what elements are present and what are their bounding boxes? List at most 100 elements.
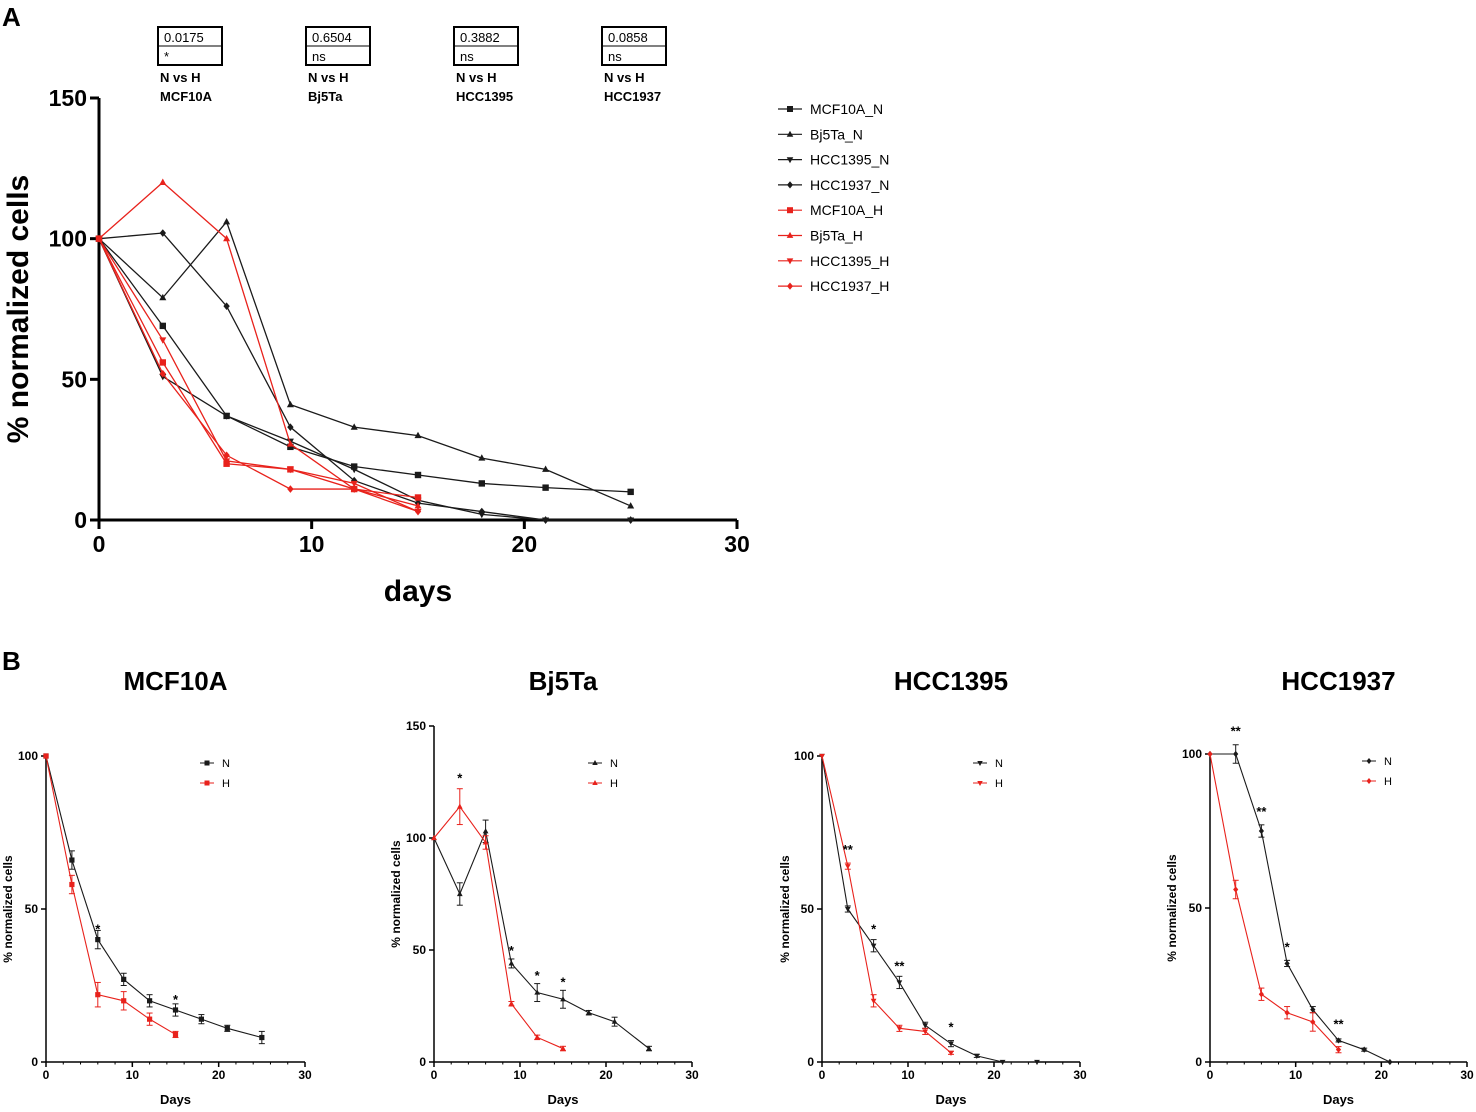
legend-label: H [610,778,618,790]
x-tick-label: 30 [1073,1068,1087,1082]
data-point [627,488,634,496]
data-point [223,451,230,460]
significance: * [164,49,169,64]
data-point [287,423,294,431]
legend-item-Bj5Ta_N: Bj5Ta_N [778,126,863,142]
comparison-label: N vs H [604,70,644,85]
series-line [98,181,419,507]
chart-a-all-lines: 0 10 20 30 0 50 100 150 days % normalized cells 0.… [2,26,889,608]
data-point [542,465,550,472]
data-point [478,480,485,487]
data-point [1361,1046,1367,1053]
data-point [1310,1006,1316,1013]
data-point [414,502,422,509]
data-point [627,516,634,524]
data-point [121,998,127,1004]
data-point [922,1023,929,1029]
significance-label: ** [1231,724,1242,739]
series-N [1207,744,1393,1066]
significance-label: * [871,922,877,937]
data-point [456,803,463,809]
x-tick-label: 30 [724,531,750,557]
legend-label: HCC1937_N [810,177,889,193]
data-point [286,466,294,474]
legend-marker [1366,758,1372,764]
x-tick-label: 30 [1460,1068,1474,1082]
data-point [414,494,422,501]
series-HCC1937_N [95,229,634,524]
panel-label-b: B [2,646,21,676]
x-tick-label: 20 [987,1068,1001,1082]
data-point [844,864,851,870]
data-point [1310,1018,1316,1026]
series-line [45,755,262,1039]
legend-label: MCF10A_H [810,202,883,218]
stats-box-hcc1937: 0.0858 ns N vs H HCC1937 [601,26,667,104]
legend-marker [1366,778,1372,784]
y-axis-label: % normalized cells [1165,854,1179,962]
significance-label: * [457,771,463,786]
series-line [1210,753,1391,1063]
x-tick-label: 30 [298,1068,312,1082]
data-point [482,839,489,845]
data-point [534,989,541,995]
data-point [948,1041,954,1047]
series-HCC1395_N [95,236,635,524]
series-line [98,238,419,513]
legend-label: Bj5Ta_N [810,126,863,142]
data-point [1387,1058,1393,1066]
stats-box-mcf10a: 0.0175 * N vs H MCF10A [157,26,223,104]
data-point [611,1018,618,1024]
legend-marker [787,181,793,189]
legend-marker [786,231,794,238]
legend-label: N [222,758,230,770]
series-N [43,753,265,1045]
significance-label: * [95,922,101,937]
data-point [1284,960,1290,967]
data-point [69,857,75,863]
series-line [45,755,176,1035]
series-line [98,238,419,513]
y-axis-label: % normalized cells [389,840,403,948]
significance-label: * [560,975,566,990]
data-point [1258,991,1264,998]
data-point [819,753,825,760]
y-tick-label: 0 [31,1055,38,1069]
legend-item-Bj5Ta_H: Bj5Ta_H [778,228,863,244]
y-tick-label: 50 [25,902,39,916]
y-tick-label: 50 [61,366,87,392]
data-point [172,1031,179,1038]
data-point [351,463,358,470]
x-axis-label: days [384,575,452,608]
comparison-label: N vs H [308,70,348,85]
data-point [534,1034,541,1040]
legend-marker [787,207,793,214]
data-point [121,976,127,982]
significance-label: * [1285,939,1291,954]
data-point [973,1053,980,1059]
chart-title: HCC1395 [894,666,1008,696]
chart-title: Bj5Ta [529,666,598,696]
data-point [482,828,489,834]
data-point [1034,1059,1040,1066]
data-point [1233,750,1239,758]
significance-label: ** [843,842,854,857]
legend-marker [204,760,210,766]
data-point [147,998,153,1004]
series-line [1209,753,1339,1051]
y-tick-label: 150 [406,719,426,733]
legend-item-MCF10A_H: MCF10A_H [778,202,883,218]
data-point [1258,827,1264,835]
x-axis-label: Days [547,1092,578,1107]
data-point [287,485,294,493]
data-point [287,443,294,451]
chart-b-hcc1395: HCC1395 0 10 20 30 0 50 100 Days % normalized cel… [778,666,1087,1107]
legend-marker [787,106,793,112]
data-point [147,1016,153,1022]
y-tick-label: 50 [801,902,815,916]
series-HCC1937_H [95,234,422,516]
stats-box-hcc1395: 0.3882 ns N vs H HCC1395 [453,26,519,104]
data-point [259,1034,265,1041]
y-tick-label: 50 [413,943,427,957]
series-H [431,788,566,1052]
